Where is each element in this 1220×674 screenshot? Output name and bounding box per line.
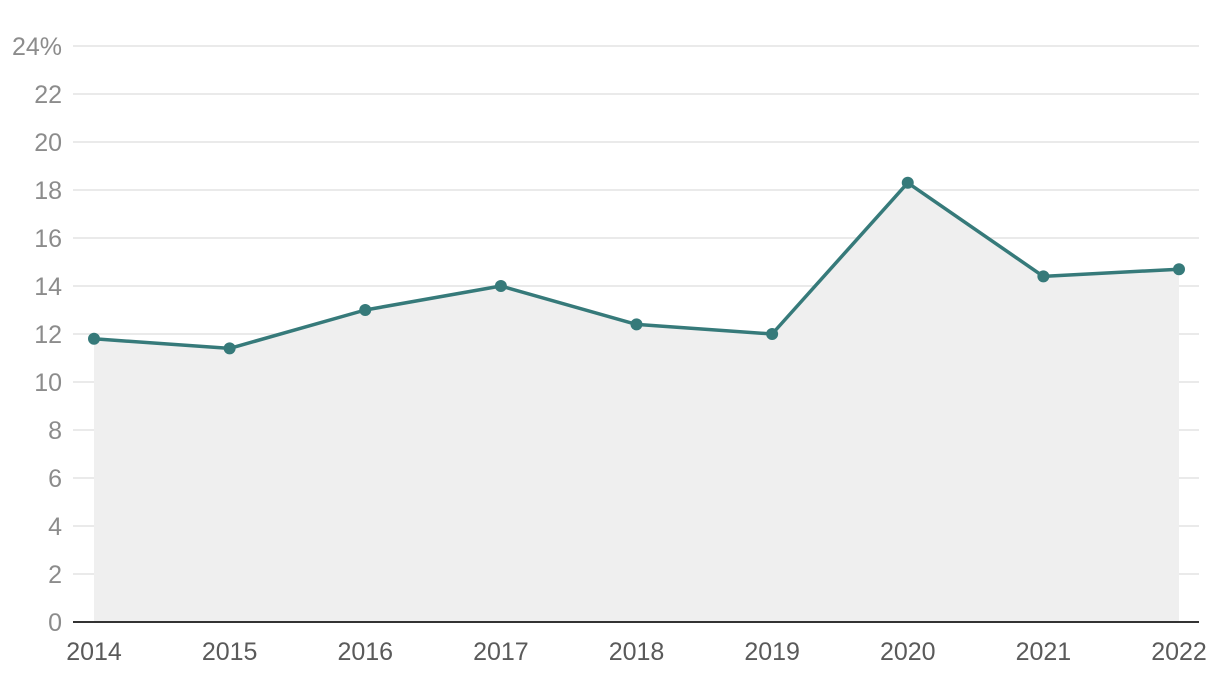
x-tick-label: 2018	[609, 638, 665, 666]
data-point	[766, 328, 779, 340]
data-point	[223, 342, 236, 355]
x-tick-label: 2014	[66, 638, 122, 666]
data-point	[1173, 263, 1185, 276]
y-tick-label: 14	[34, 273, 62, 301]
x-tick-label: 2015	[202, 638, 258, 666]
data-point	[359, 304, 372, 316]
area-fill	[94, 182, 1179, 623]
data-points	[88, 176, 1185, 355]
y-tick-label: 12	[34, 321, 62, 349]
x-tick-label: 2019	[744, 638, 800, 666]
y-tick-label: 4	[48, 513, 62, 541]
y-tick-label: 22	[34, 81, 62, 109]
data-point	[901, 176, 914, 189]
x-tick-label: 2022	[1151, 638, 1207, 666]
x-tick-label: 2016	[337, 638, 393, 666]
x-tick-label: 2021	[1016, 638, 1072, 666]
y-tick-label: 20	[34, 129, 62, 157]
y-tick-label: 10	[34, 369, 62, 397]
y-tick-label: 0	[48, 609, 62, 637]
x-axis-tick-labels: 2014 2015 2016 2017 2018 2019 2020 2021 2022	[66, 638, 1207, 666]
y-axis-tick-labels: 0 2 4 6 8 10 12 14 16 18 20 22 24%	[12, 33, 62, 637]
y-tick-label: 24%	[12, 33, 62, 61]
y-tick-label: 2	[48, 561, 62, 589]
data-point	[1037, 270, 1050, 283]
y-tick-label: 16	[34, 225, 62, 253]
data-point	[88, 332, 100, 345]
y-tick-label: 18	[34, 177, 62, 205]
x-tick-label: 2017	[473, 638, 529, 666]
x-tick-label: 2020	[880, 638, 936, 666]
data-point	[494, 280, 507, 292]
y-tick-label: 6	[48, 465, 62, 493]
y-tick-label: 8	[48, 417, 62, 445]
data-point	[630, 318, 643, 331]
